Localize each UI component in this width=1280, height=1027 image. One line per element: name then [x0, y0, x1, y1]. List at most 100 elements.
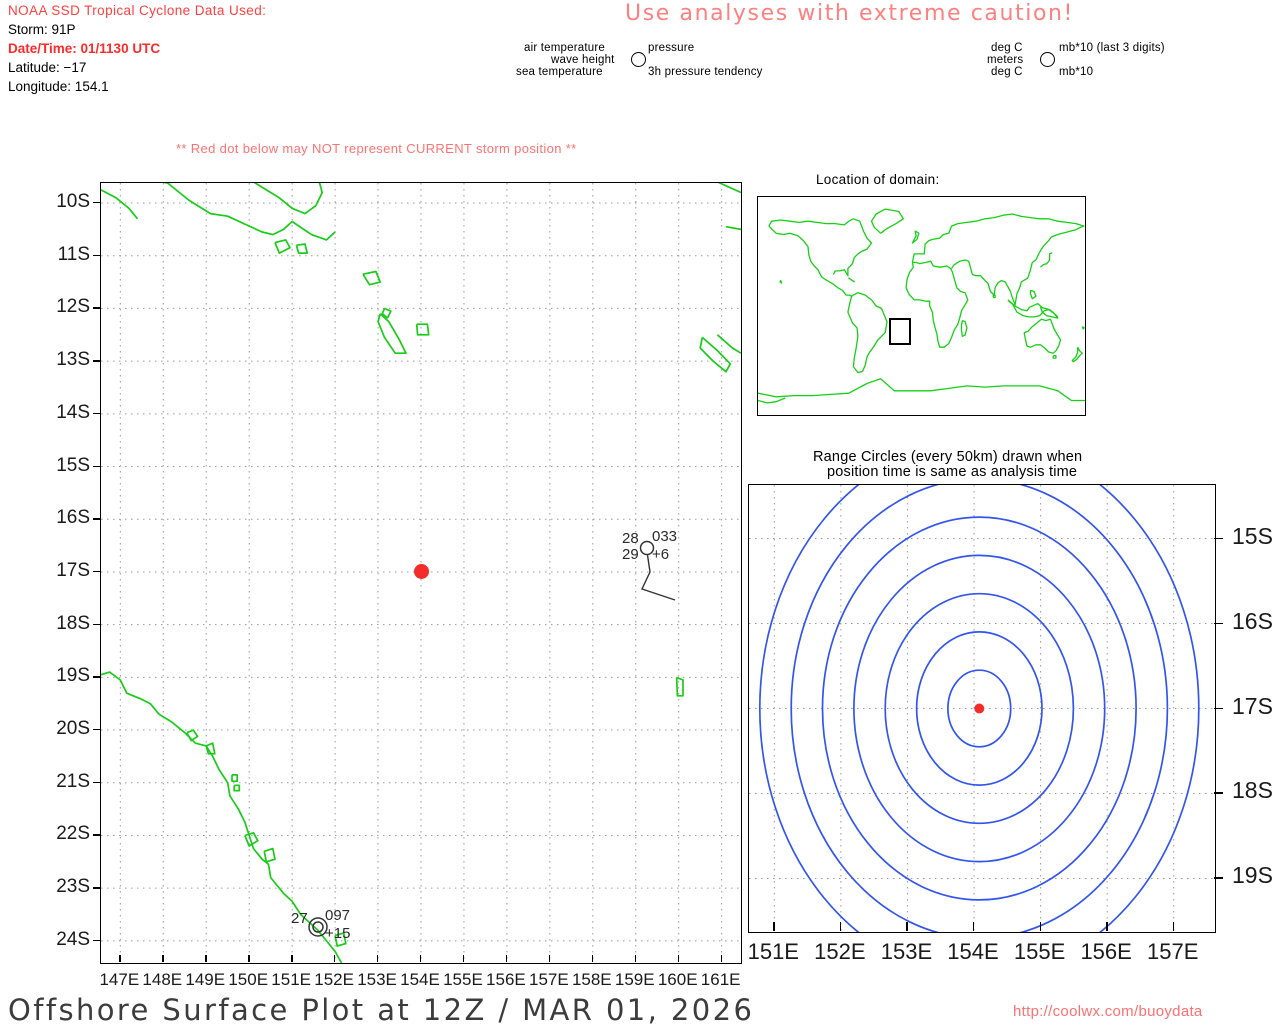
- range-circles-title-line2: position time is same as analysis time: [827, 464, 1078, 480]
- range-lon-label: 152E: [814, 939, 866, 964]
- units-pressure: mb*10 (last 3 digits): [1059, 42, 1165, 54]
- main-map-lat-tick: [93, 887, 100, 889]
- main-map-panel[interactable]: [100, 182, 742, 964]
- main-map-lon-label: 159E: [614, 970, 655, 989]
- main-map-lon-label: 160E: [657, 970, 698, 989]
- main-map-lon-tick: [205, 955, 207, 962]
- station-circle-icon-units: [1040, 52, 1055, 67]
- main-map-lon-tick: [119, 955, 121, 962]
- main-map-lon-tick: [591, 955, 594, 962]
- range-lat-label: 17S: [1232, 692, 1273, 719]
- range-lon-label: 151E: [747, 939, 799, 964]
- main-map-lat-label: 20S: [56, 718, 90, 740]
- main-map-lon-tick: [505, 955, 508, 962]
- range-lon-label: 153E: [880, 939, 933, 964]
- range-lat-tick: [1214, 622, 1223, 624]
- range-lat-tick: [1214, 537, 1223, 539]
- main-map-lon-tick: [634, 955, 637, 962]
- range-lon-label: 157E: [1147, 939, 1199, 964]
- main-map-lon-tick: [462, 955, 465, 962]
- main-map-lat-tick: [93, 939, 100, 942]
- main-map-lat-label: 19S: [56, 665, 90, 687]
- main-map-lat-tick: [93, 570, 100, 573]
- main-map-lat-label: 13S: [56, 349, 90, 371]
- domain-box-marker: [889, 318, 911, 345]
- main-map-lat-label: 18S: [56, 612, 90, 634]
- range-lat-label: 19S: [1232, 862, 1273, 889]
- station-1-air-temperature: 28: [622, 530, 639, 547]
- units-sea-temperature: deg C: [991, 66, 1023, 78]
- main-map-lat-label: 22S: [56, 823, 90, 845]
- main-map-lon-label: 149E: [185, 970, 226, 989]
- main-map-lat-tick: [93, 781, 100, 784]
- main-map-lat-tick: [93, 729, 100, 731]
- main-map-lon-label: 153E: [357, 970, 397, 989]
- range-lon-tick: [773, 922, 775, 931]
- main-map-lon-tick: [720, 955, 723, 962]
- station-2-air-temperature: 27: [291, 910, 308, 927]
- main-map-lon-label: 148E: [142, 970, 183, 989]
- main-map-lat-label: 10S: [56, 191, 90, 213]
- world-map-canvas: [758, 208, 1085, 404]
- main-map-lat-tick: [93, 676, 100, 678]
- storm-position-marker: [414, 564, 429, 579]
- coastline: [101, 183, 741, 963]
- main-map-lon-label: 152E: [314, 970, 354, 989]
- station-2-pressure: 097: [325, 907, 351, 924]
- main-map-lon-label: 155E: [443, 970, 483, 989]
- main-map-lat-label: 14S: [56, 401, 90, 423]
- main-map-lat-label: 21S: [56, 770, 90, 792]
- legend-sea-temperature-label: sea temperature: [516, 66, 603, 78]
- main-map-lat-tick: [93, 412, 100, 415]
- main-map-lon-label: 147E: [99, 970, 140, 989]
- main-map-lon-tick: [677, 955, 680, 962]
- station-circle-icon: [631, 52, 646, 67]
- station-1-sea-temperature: 29: [622, 546, 639, 563]
- main-map-lon-label: 156E: [486, 970, 526, 989]
- main-map-lon-tick: [248, 955, 250, 962]
- range-rings: [759, 485, 1200, 932]
- station-2-symbol: [308, 917, 328, 937]
- station-1-pressure-tendency: +6: [652, 546, 670, 563]
- range-lat-tick: [1214, 792, 1223, 794]
- main-map-lon-tick: [291, 955, 293, 962]
- range-lon-tick: [1172, 922, 1175, 931]
- range-lon-tick: [839, 922, 842, 931]
- station-1-pressure: 033: [652, 528, 678, 545]
- range-lon-tick: [1039, 922, 1041, 931]
- units-pressure-tendency: mb*10: [1059, 66, 1094, 78]
- range-lat-tick: [1214, 877, 1223, 879]
- units-air-temperature: deg C: [991, 42, 1023, 54]
- main-map-lon-tick: [334, 955, 336, 962]
- main-map-lon-label: 154E: [400, 970, 440, 989]
- range-lat-label: 16S: [1232, 607, 1273, 634]
- range-circles-title-line1: Range Circles (every 50km) drawn when: [813, 449, 1083, 465]
- world-location-inset[interactable]: [757, 196, 1086, 416]
- main-map-lon-tick: [420, 955, 422, 962]
- main-map-lat-label: 12S: [56, 296, 90, 318]
- main-map-lon-tick: [162, 955, 164, 962]
- main-map-lon-label: 157E: [528, 970, 569, 989]
- legend-pressure-tendency-label: 3h pressure tendency: [648, 66, 763, 78]
- main-map-lat-tick: [93, 254, 100, 257]
- main-map-lat-label: 11S: [57, 243, 90, 265]
- caution-banner: Use analyses with extreme caution!: [625, 1, 1074, 26]
- inset-title: Location of domain:: [816, 172, 940, 187]
- legend-air-temperature-label: air temperature: [524, 42, 605, 54]
- noaa-source-line: NOAA SSD Tropical Cyclone Data Used:: [8, 3, 267, 18]
- legend-wave-height-label: wave height: [551, 54, 615, 66]
- main-map-lat-tick: [93, 623, 100, 626]
- range-circles-canvas: [749, 485, 1215, 932]
- main-map-lat-label: 24S: [56, 928, 90, 950]
- range-lon-tick: [973, 922, 975, 931]
- storm-id: Storm: 91P: [8, 22, 76, 37]
- main-map-lon-label: 151E: [271, 970, 311, 989]
- range-lat-tick: [1214, 707, 1223, 709]
- main-map-lon-label: 161E: [700, 970, 741, 989]
- units-wave-height: meters: [987, 54, 1024, 66]
- main-map-lat-tick: [93, 518, 100, 520]
- legend-pressure-label: pressure: [648, 42, 695, 54]
- range-lon-tick: [906, 922, 908, 931]
- range-circles-panel[interactable]: [748, 484, 1216, 933]
- source-url[interactable]: http://coolwx.com/buoydata: [1013, 1003, 1203, 1020]
